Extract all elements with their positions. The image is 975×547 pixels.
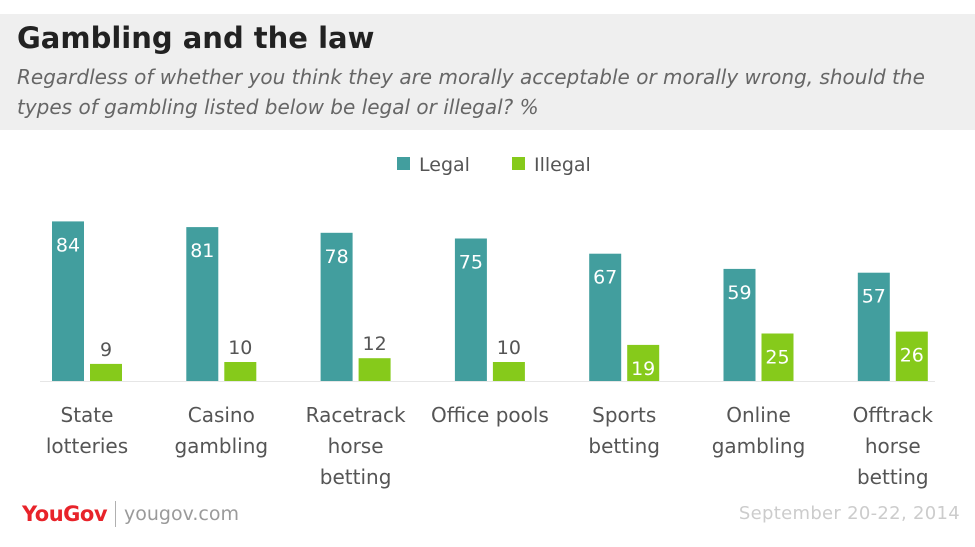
legend-swatch-illegal <box>512 157 525 170</box>
bar-illegal <box>492 362 525 381</box>
bar-illegal <box>761 333 794 381</box>
category-label: State <box>61 403 114 427</box>
category-label: horse <box>865 434 921 458</box>
category-label: gambling <box>712 434 806 458</box>
data-label-illegal: 19 <box>631 358 655 380</box>
category-label: Office pools <box>431 403 549 427</box>
survey-date: September 20-22, 2014 <box>738 503 960 524</box>
data-label-legal: 59 <box>727 282 751 304</box>
bar-legal <box>723 268 756 381</box>
bar-legal <box>454 238 487 381</box>
legend-label-illegal: Illegal <box>534 154 591 176</box>
data-label-illegal: 26 <box>900 345 924 367</box>
brand-divider <box>115 501 117 527</box>
category-label: Online <box>726 403 791 427</box>
category-label: betting <box>588 434 660 458</box>
category-label: lotteries <box>46 434 128 458</box>
data-label-illegal: 12 <box>363 333 387 355</box>
category-label: betting <box>857 465 929 489</box>
data-label-illegal: 25 <box>765 347 789 369</box>
data-label-illegal: 9 <box>100 339 112 361</box>
brand-footer: YouGov yougov.com <box>22 499 239 529</box>
bar-legal <box>52 221 84 381</box>
data-label-legal: 81 <box>190 240 214 262</box>
data-label-legal: 78 <box>325 246 349 268</box>
bar-illegal <box>358 358 391 381</box>
brand-url: yougov.com <box>124 503 239 525</box>
bar-legal <box>857 272 890 381</box>
category-label: Offtrack <box>853 403 934 427</box>
category-label: gambling <box>174 434 268 458</box>
bar-illegal <box>224 362 257 381</box>
category-label: betting <box>320 465 392 489</box>
data-label-illegal: 10 <box>228 337 252 359</box>
yougov-logo: YouGov <box>22 502 108 526</box>
chart-title: Gambling and the law <box>17 21 375 55</box>
bar-legal <box>589 253 622 381</box>
chart-subtitle: Regardless of whether you think they are… <box>17 65 925 119</box>
data-label-legal: 84 <box>56 234 80 256</box>
bar-illegal <box>895 331 928 381</box>
legend-label-legal: Legal <box>419 154 470 176</box>
legend-swatch-legal <box>397 157 410 170</box>
bar-illegal <box>90 363 122 381</box>
data-label-legal: 57 <box>862 286 886 308</box>
data-label-illegal: 10 <box>497 337 521 359</box>
category-label: horse <box>328 434 384 458</box>
data-label-legal: 75 <box>459 252 483 274</box>
category-label: Racetrack <box>306 403 406 427</box>
data-label-legal: 67 <box>593 267 617 289</box>
category-label: Sports <box>592 403 656 427</box>
bar-legal <box>320 232 353 381</box>
bar-legal <box>186 227 219 381</box>
bar-illegal <box>627 344 660 381</box>
header-band: Gambling and the law Regardless of wheth… <box>0 14 975 130</box>
category-label: Casino <box>188 403 255 427</box>
